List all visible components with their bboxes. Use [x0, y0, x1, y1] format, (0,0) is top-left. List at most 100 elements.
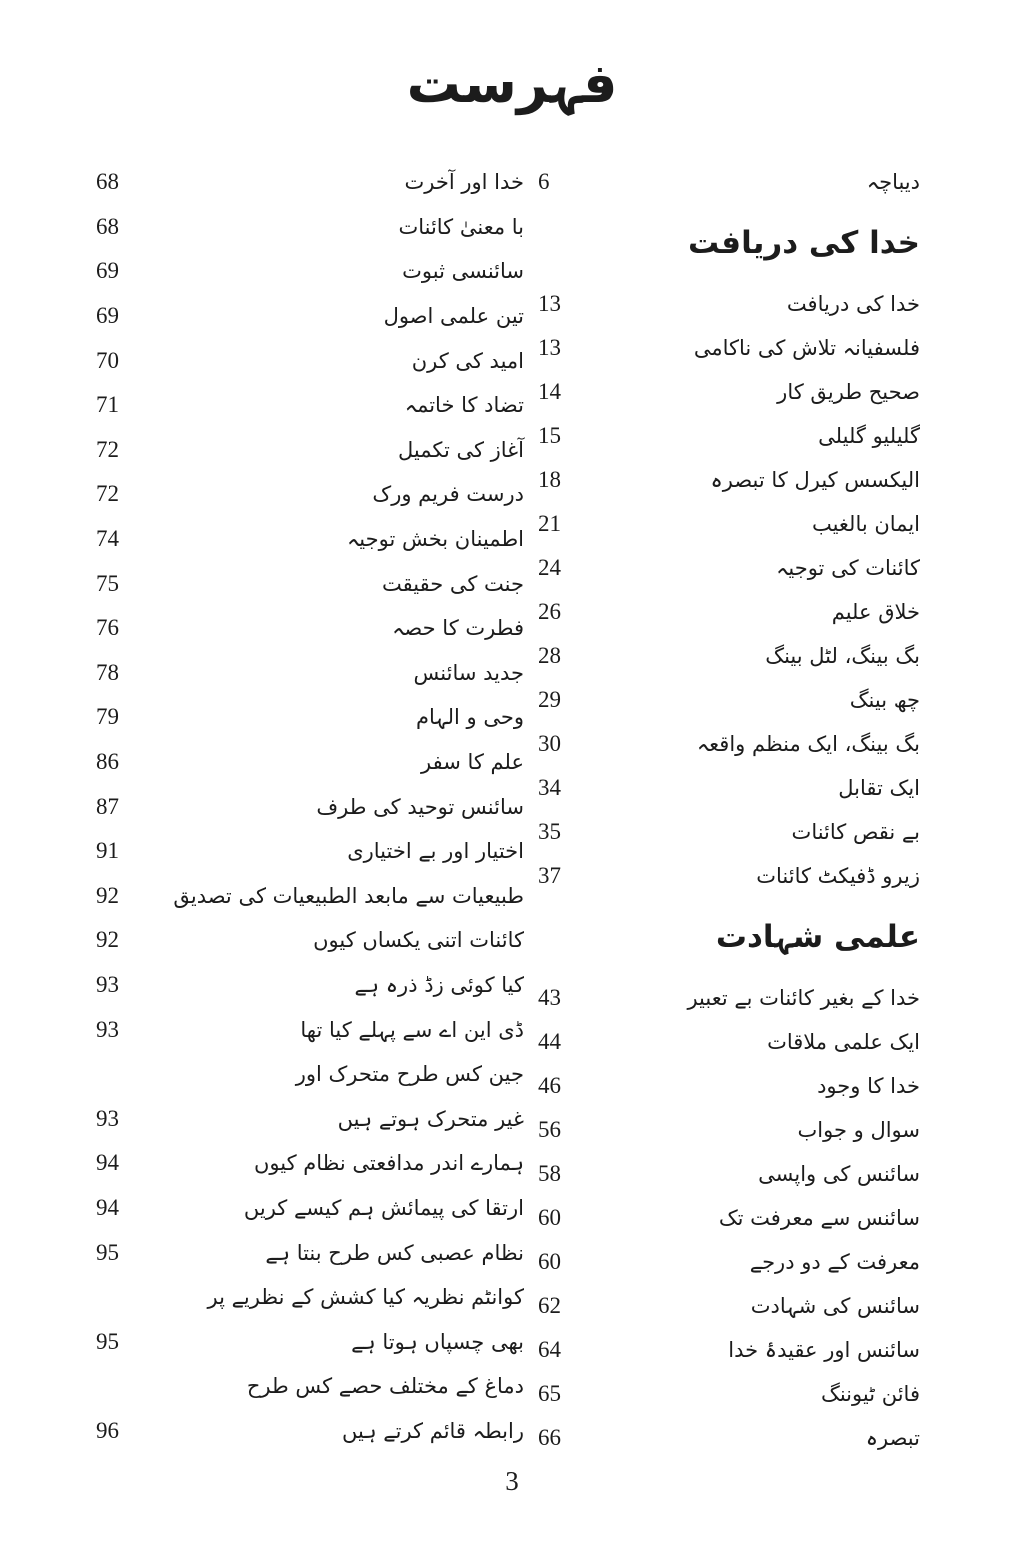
- toc-entry-label: طبیعیات سے مابعد الطبیعیات کی تصدیق: [173, 883, 524, 908]
- toc-entry-label: تبصرہ: [865, 1426, 920, 1450]
- toc-entry: 75 جنت کی حقیقت: [96, 561, 524, 606]
- toc-entry-label: نظام عصبی کس طرح بنتا ہے: [265, 1240, 524, 1265]
- toc-entry-label: جنت کی حقیقت: [382, 571, 524, 596]
- toc-entry-label: جدید سائنس: [413, 660, 525, 685]
- toc-entry-page-number: 93: [96, 1105, 119, 1131]
- toc-entry-page-number: 71: [96, 392, 119, 418]
- toc-entry: 60 سائنس سے معرفت تک: [538, 1196, 920, 1240]
- toc-entry-label: بگ بینگ، ایک منظم واقعہ: [696, 732, 920, 756]
- toc-column-right: 6 دیباچہ خدا کی دریافت 13 خدا کی دریافت 13 فلس…: [538, 160, 920, 1460]
- toc-entry-page-number: 72: [96, 436, 119, 462]
- toc-entry-label: سوال و جواب: [797, 1118, 920, 1142]
- toc-entry-page-number: 46: [538, 1073, 561, 1098]
- toc-entry: 6 دیباچہ: [538, 160, 920, 204]
- toc-entry-label: ڈی این اے سے پہلے کیا تھا: [300, 1017, 524, 1042]
- toc-entry-label: رابطہ قائم کرتے ہیں: [342, 1418, 524, 1443]
- toc-entry-label: با معنیٰ کائنات: [398, 214, 524, 239]
- toc-entry-label: سائنس سے معرفت تک: [718, 1206, 920, 1230]
- toc-entry: 24 کائنات کی توجیہ: [538, 546, 920, 590]
- toc-entry-label: خدا اور آخرت: [404, 170, 524, 195]
- toc-entry-page-number: 18: [538, 467, 561, 492]
- toc-entry-label: فلسفیانہ تلاش کی ناکامی: [693, 336, 920, 360]
- toc-entry-page-number: 72: [96, 481, 119, 507]
- toc-entry-page-number: 34: [538, 775, 561, 800]
- toc-section-heading-label: علمی شہادت: [715, 919, 920, 955]
- toc-entry-label: بگ بینگ، لٹل بینگ: [765, 644, 920, 668]
- toc-entry-label: سائنسی ثبوت: [402, 259, 524, 284]
- toc-entry-page-number: 93: [96, 1016, 119, 1042]
- toc-entry: 71 تضاد کا خاتمہ: [96, 383, 524, 428]
- toc-entry-page-number: 94: [96, 1194, 119, 1220]
- toc-entry-label: وحی و الہام: [415, 705, 524, 730]
- toc-entry-page-number: 13: [538, 291, 561, 316]
- toc-entry: 96 رابطہ قائم کرتے ہیں: [96, 1409, 524, 1454]
- toc-entry: 44 ایک علمی ملاقات: [538, 1020, 920, 1064]
- toc-entry-page-number: 94: [96, 1150, 119, 1176]
- toc-entry: 92 کائنات اتنی یکساں کیوں: [96, 918, 524, 963]
- toc-entry: 26 خلاق علیم: [538, 590, 920, 634]
- toc-entry-page-number: 26: [538, 599, 561, 624]
- toc-entry-label: الیکسس کیرل کا تبصرہ: [710, 468, 920, 492]
- toc-entry-page-number: 87: [96, 793, 119, 819]
- toc-entry-page-number: 35: [538, 819, 561, 844]
- toc-entry: 64 سائنس اور عقیدۂ خدا: [538, 1328, 920, 1372]
- toc-entry-label: تین علمی اصول: [383, 304, 524, 329]
- toc-entry-label: دیباچہ: [866, 170, 920, 194]
- toc-entry: 94 ارتقا کی پیمائش ہم کیسے کریں: [96, 1186, 524, 1231]
- toc-entry: 68 با معنیٰ کائنات: [96, 205, 524, 250]
- toc-entry-page-number: 37: [538, 863, 561, 888]
- toc-entry: 78 جدید سائنس: [96, 651, 524, 696]
- toc-entry-label: کائنات کی توجیہ: [776, 556, 920, 580]
- toc-entry: 21 ایمان بالغیب: [538, 502, 920, 546]
- toc-entry: 34 ایک تقابل: [538, 766, 920, 810]
- toc-entry-page-number: 29: [538, 687, 561, 712]
- toc-entry: 66 تبصرہ: [538, 1416, 920, 1460]
- toc-entry-label: آغاز کی تکمیل: [397, 437, 524, 462]
- toc-entry-label: گلیلیو گلیلی: [818, 424, 920, 448]
- toc-entry-page-number: 69: [96, 258, 119, 284]
- toc-entry: 74 اطمینان بخش توجیہ: [96, 517, 524, 562]
- toc-entry: 79 وحی و الہام: [96, 695, 524, 740]
- toc-entry-label: چھ بینگ: [849, 688, 920, 712]
- toc-entry: 72 آغاز کی تکمیل: [96, 428, 524, 473]
- toc-entry-label: اطمینان بخش توجیہ: [346, 527, 524, 552]
- toc-entry: 86 علم کا سفر: [96, 740, 524, 785]
- toc-entry-label: خدا کا وجود: [817, 1074, 920, 1098]
- toc-entry-label: ارتقا کی پیمائش ہم کیسے کریں: [243, 1195, 524, 1220]
- toc-entry: 65 فائن ٹیوننگ: [538, 1372, 920, 1416]
- toc-entry-label: معرفت کے دو درجے: [749, 1250, 920, 1274]
- toc-entry: 29 چھ بینگ: [538, 678, 920, 722]
- toc-entry-page-number: 44: [538, 1029, 561, 1054]
- toc-entry: 13 فلسفیانہ تلاش کی ناکامی: [538, 326, 920, 370]
- toc-entry-page-number: 92: [96, 927, 119, 953]
- toc-entry-label: خدا کی دریافت: [786, 292, 920, 316]
- toc-entry-label: سائنس اور عقیدۂ خدا: [728, 1338, 920, 1362]
- toc-entry-label: تضاد کا خاتمہ: [404, 393, 524, 418]
- toc-entry-page-number: 28: [538, 643, 561, 668]
- toc-entry-page-number: 56: [538, 1117, 561, 1142]
- toc-entry-page-number: 79: [96, 704, 119, 730]
- toc-entry-page-number: 93: [96, 971, 119, 997]
- toc-entry-page-number: 60: [538, 1205, 561, 1230]
- toc-entry-label: کائنات اتنی یکساں کیوں: [313, 928, 524, 953]
- toc-section-heading: علمی شہادت: [538, 898, 920, 976]
- toc-entry: 69 تین علمی اصول: [96, 294, 524, 339]
- toc-entry: 70 امید کی کرن: [96, 338, 524, 383]
- toc-entry: 35 بے نقص کائنات: [538, 810, 920, 854]
- toc-entry-label: سائنس کی شہادت: [750, 1294, 920, 1318]
- toc-entry-label: ہمارے اندر مدافعتی نظام کیوں: [253, 1151, 524, 1176]
- toc-entry: کوانٹم نظریہ کیا کشش کے نظریے پر: [96, 1275, 524, 1320]
- toc-entry-page-number: 30: [538, 731, 561, 756]
- toc-entry-label: سائنس کی واپسی: [758, 1162, 920, 1186]
- toc-entry: 95 نظام عصبی کس طرح بنتا ہے: [96, 1230, 524, 1275]
- toc-entry-page-number: 15: [538, 423, 561, 448]
- toc-entry: 13 خدا کی دریافت: [538, 282, 920, 326]
- toc-entry-page-number: 86: [96, 749, 119, 775]
- toc-entry-label: فطرت کا حصہ: [392, 616, 524, 641]
- toc-entry-label: بے نقص کائنات: [791, 820, 920, 844]
- toc-entry: 62 سائنس کی شہادت: [538, 1284, 920, 1328]
- toc-entry: 72 درست فریم ورک: [96, 472, 524, 517]
- toc-entry: 58 سائنس کی واپسی: [538, 1152, 920, 1196]
- toc-entry: 60 معرفت کے دو درجے: [538, 1240, 920, 1284]
- toc-entry-page-number: 70: [96, 347, 119, 373]
